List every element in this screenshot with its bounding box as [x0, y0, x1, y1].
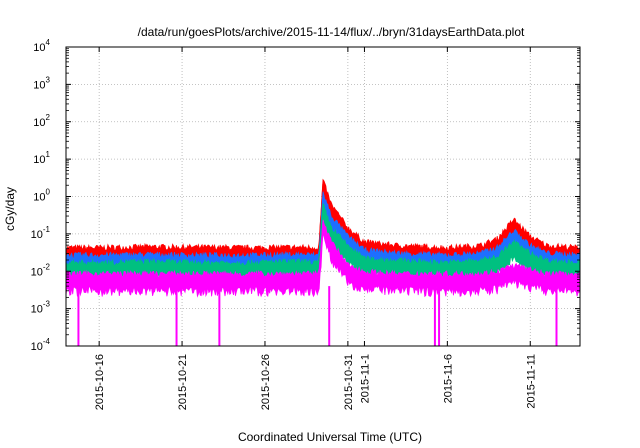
x-tick-label: 2015-10-21	[177, 354, 189, 410]
y-tick-label: 104	[33, 38, 50, 54]
grid	[66, 46, 580, 347]
y-tick-label: 10-4	[31, 337, 51, 353]
y-tick-label: 10-2	[31, 262, 51, 278]
y-tick-label: 102	[33, 113, 50, 129]
series-line	[66, 207, 581, 267]
series-line	[66, 222, 580, 278]
y-axis-label: cGy/day	[3, 187, 17, 231]
x-tick-label: 2015-11-11	[525, 354, 537, 409]
series-line	[66, 183, 581, 252]
y-tick-label: 10-3	[31, 300, 51, 316]
y-tick-label: 101	[33, 150, 50, 166]
x-tick-label: 2015-11-1	[359, 354, 371, 403]
y-tick-label: 100	[33, 188, 50, 204]
x-tick-label: 2015-11-6	[442, 354, 454, 403]
chart-title: /data/run/goesPlots/archive/2015-11-14/f…	[138, 25, 525, 39]
x-tick-label: 2015-10-16	[94, 354, 106, 410]
y-tick-label: 103	[33, 75, 50, 91]
axes: 10-4 10-3 10-2 10-1 100 101 102 103 104 2015-10-1…	[31, 38, 581, 410]
dropout-spikes	[77, 286, 558, 346]
series-line	[66, 196, 581, 260]
x-tick-label: 2015-10-31	[343, 354, 355, 410]
series-layer	[65, 178, 581, 346]
plot-frame	[65, 46, 581, 347]
x-axis-label: Coordinated Universal Time (UTC)	[238, 430, 422, 444]
y-tick-label: 10-1	[31, 225, 51, 241]
x-tick-label: 2015-10-26	[260, 354, 272, 410]
